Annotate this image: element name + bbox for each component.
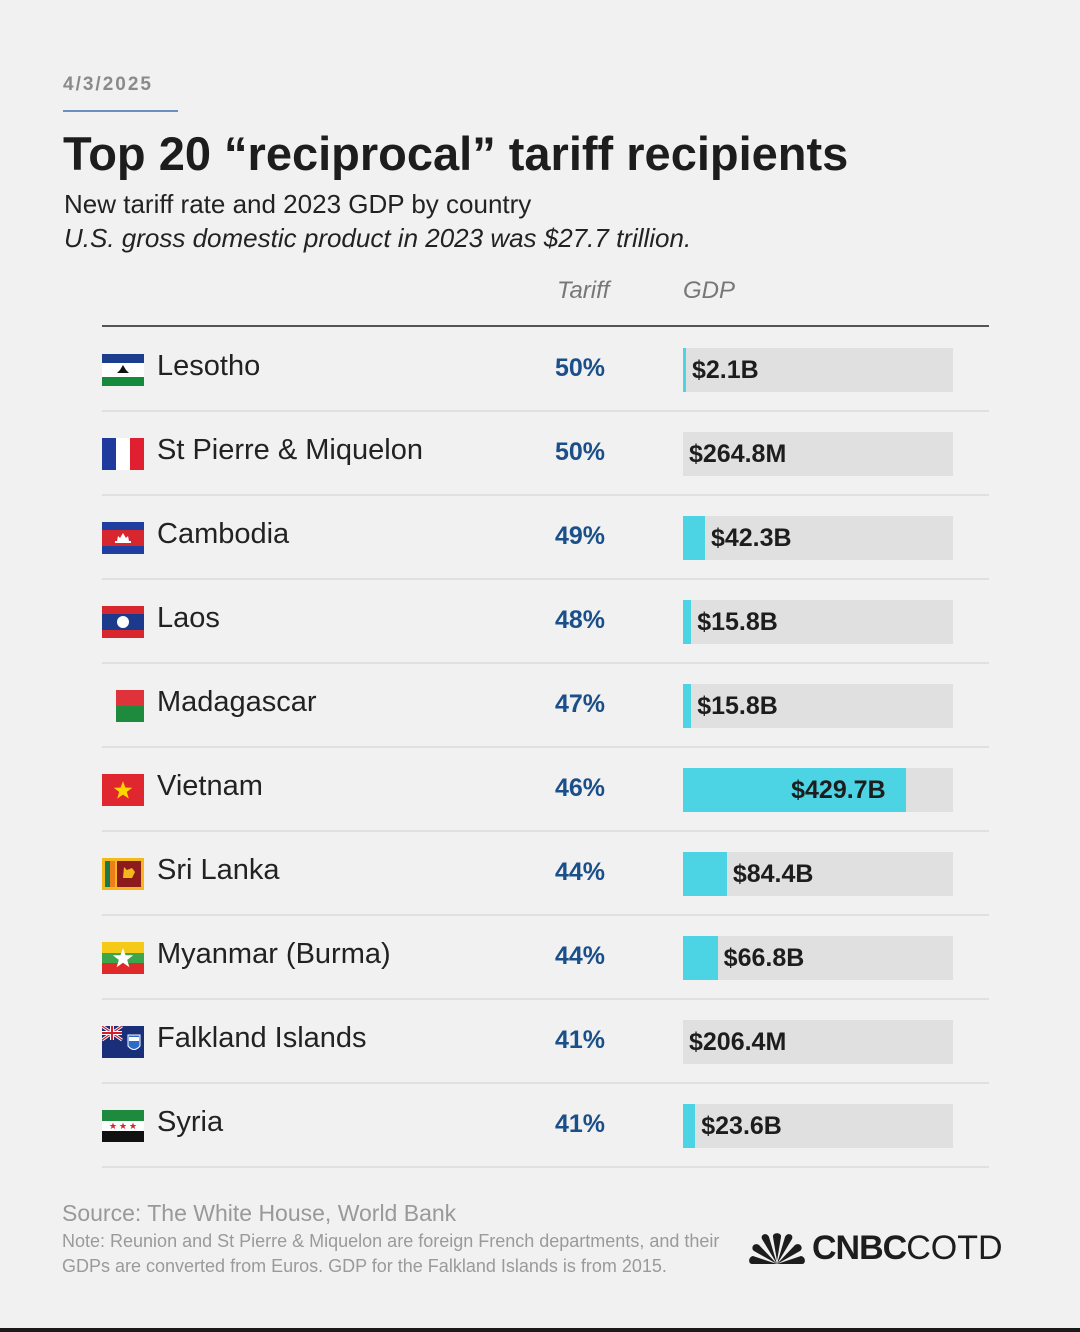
row-divider xyxy=(102,998,989,1000)
logo-cotd-text: COTD xyxy=(906,1228,1003,1267)
logo-cnbc-text: CNBC xyxy=(812,1228,907,1267)
tariff-value: 41% xyxy=(555,1110,606,1138)
tariff-value: 50% xyxy=(555,354,606,382)
date-label: 4/3/2025 xyxy=(63,74,153,95)
madagascar-flag-icon xyxy=(102,690,144,722)
tariff-value: 44% xyxy=(555,858,606,886)
row-divider xyxy=(102,746,989,748)
gdp-bar xyxy=(683,684,692,728)
row-divider xyxy=(102,914,989,916)
cambodia-flag-icon xyxy=(102,522,144,554)
tariff-value: 44% xyxy=(555,942,606,970)
table-row: Madagascar 47% $15.8B xyxy=(102,664,989,748)
gdp-value-label: $84.4B xyxy=(732,860,814,888)
gdp-bar-track: $206.4M xyxy=(683,1020,953,1064)
tariff-value: 49% xyxy=(555,522,606,550)
gdp-bar-track: $84.4B xyxy=(683,852,953,896)
country-label: Vietnam xyxy=(157,770,263,802)
gdp-value-label: $264.8M xyxy=(689,440,787,468)
gdp-value-label: $42.3B xyxy=(710,524,792,552)
tariff-value: 46% xyxy=(555,774,606,802)
table-body: Lesotho 50% $2.1B St Pierre & Miquelon 50% $2… xyxy=(102,328,989,1168)
header-divider xyxy=(102,325,989,327)
note-text: Note: Reunion and St Pierre & Miquelon a… xyxy=(62,1231,720,1276)
gdp-value-label: $206.4M xyxy=(689,1028,787,1056)
laos-flag-icon xyxy=(102,606,144,638)
country-label: Falkland Islands xyxy=(157,1022,367,1054)
country-label: Myanmar (Burma) xyxy=(157,938,391,970)
gdp-value-label: $15.8B xyxy=(697,692,778,720)
gdp-value-label: $429.7B xyxy=(791,776,886,804)
row-divider xyxy=(102,1166,989,1168)
vietnam-flag-icon xyxy=(102,774,144,806)
country-label: Madagascar xyxy=(157,686,317,718)
source-text: Source: The White House, World Bank xyxy=(62,1200,457,1226)
gdp-value-label: $15.8B xyxy=(697,608,778,636)
falkland-islands-flag-icon xyxy=(102,1026,144,1058)
sri-lanka-flag-icon xyxy=(102,858,144,890)
peacock-icon xyxy=(749,1233,805,1264)
gdp-bar xyxy=(683,516,705,560)
gdp-bar-track: $66.8B xyxy=(683,936,953,980)
gdp-bar xyxy=(683,852,727,896)
table-row: Vietnam 46% $429.7B xyxy=(102,748,989,832)
gdp-bar xyxy=(683,768,907,812)
row-divider xyxy=(102,662,989,664)
gdp-bar-track: $15.8B xyxy=(683,684,953,728)
table-row: Lesotho 50% $2.1B xyxy=(102,328,989,412)
gdp-bar xyxy=(683,936,718,980)
gdp-bar-track: $264.8M xyxy=(683,432,953,476)
row-divider xyxy=(102,830,989,832)
row-divider xyxy=(102,494,989,496)
table-row: St Pierre & Miquelon 50% $264.8M xyxy=(102,412,989,496)
table-row: Myanmar (Burma) 44% $66.8B xyxy=(102,916,989,1000)
tariff-value: 50% xyxy=(555,438,606,466)
myanmar-flag-icon xyxy=(102,942,144,974)
country-label: Syria xyxy=(157,1106,224,1138)
table-row: Sri Lanka 44% $84.4B xyxy=(102,832,989,916)
gdp-column-header: GDP xyxy=(683,277,736,304)
gdp-bar-track: $2.1B xyxy=(683,348,953,392)
tariff-value: 41% xyxy=(555,1026,606,1054)
table-row: Laos 48% $15.8B xyxy=(102,580,989,664)
chart-title: Top 20 “reciprocal” tariff recipients xyxy=(63,127,849,180)
gdp-bar-track: $429.7B xyxy=(683,768,953,812)
table-row: Falkland Islands 41% $206.4M xyxy=(102,1000,989,1084)
gdp-value-label: $23.6B xyxy=(701,1112,782,1140)
table-row: Cambodia 49% $42.3B xyxy=(102,496,989,580)
date-underline xyxy=(63,110,178,112)
country-label: Sri Lanka xyxy=(157,854,280,886)
chart-subtitle: New tariff rate and 2023 GDP by country xyxy=(64,189,532,219)
gdp-bar xyxy=(683,1104,696,1148)
tariff-value: 48% xyxy=(555,606,606,634)
gdp-bar-track: $15.8B xyxy=(683,600,953,644)
bottom-border xyxy=(0,1328,1080,1332)
tariff-value: 47% xyxy=(555,690,606,718)
gdp-bar-track: $23.6B xyxy=(683,1104,953,1148)
row-divider xyxy=(102,1082,989,1084)
gdp-value-label: $66.8B xyxy=(723,944,805,972)
chart-subtitle-italic: U.S. gross domestic product in 2023 was … xyxy=(64,223,692,253)
gdp-bar-track: $42.3B xyxy=(683,516,953,560)
country-label: Cambodia xyxy=(157,518,290,550)
country-label: St Pierre & Miquelon xyxy=(157,434,423,466)
gdp-value-label: $2.1B xyxy=(692,356,759,384)
cnbc-cotd-logo: CNBC COTD xyxy=(748,1228,1003,1268)
country-label: Laos xyxy=(157,602,220,634)
lesotho-flag-icon xyxy=(102,354,144,386)
row-divider xyxy=(102,578,989,580)
table-row: Syria 41% $23.6B xyxy=(102,1084,989,1168)
france-flag-icon xyxy=(102,438,144,470)
tariff-column-header: Tariff xyxy=(557,277,610,304)
gdp-bar xyxy=(683,348,686,392)
gdp-bar xyxy=(683,600,692,644)
country-label: Lesotho xyxy=(157,350,261,382)
row-divider xyxy=(102,410,989,412)
syria-flag-icon xyxy=(102,1110,144,1142)
